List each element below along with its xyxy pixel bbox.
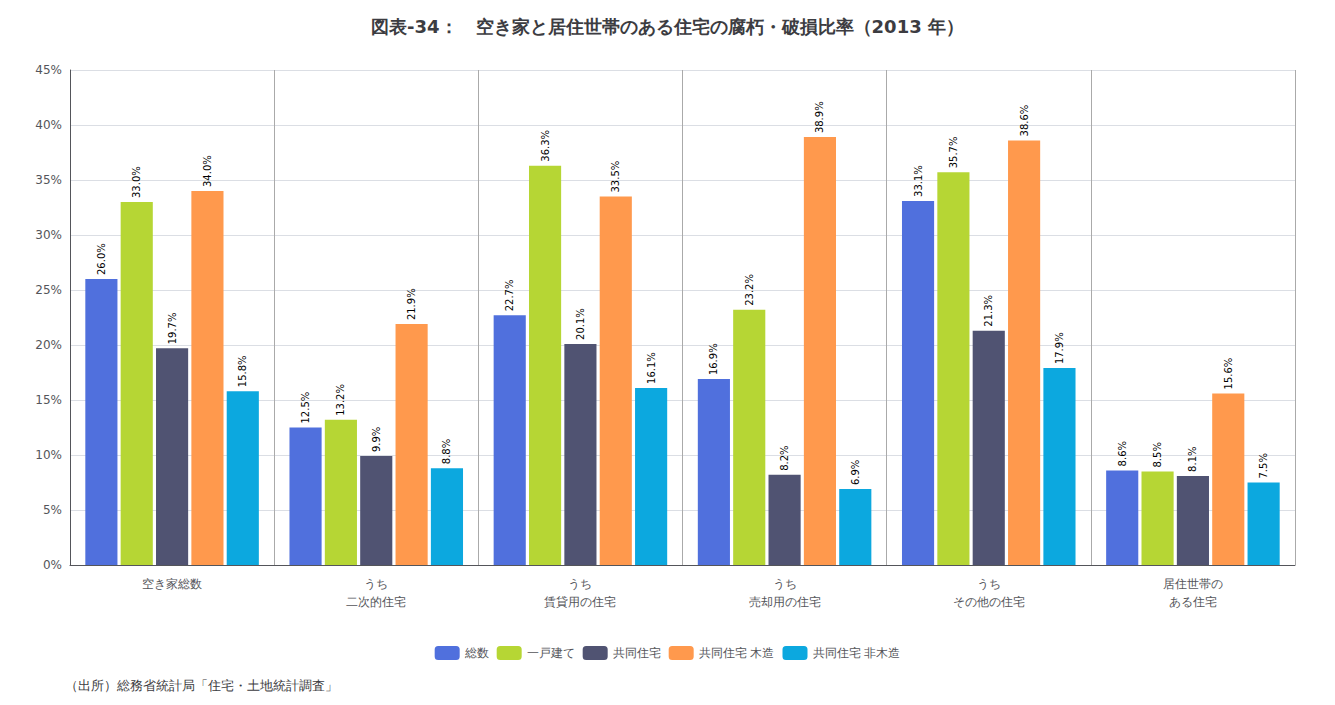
- svg-text:15.6%: 15.6%: [1223, 358, 1234, 390]
- svg-text:ある住宅: ある住宅: [1169, 595, 1217, 609]
- svg-text:10%: 10%: [35, 448, 62, 462]
- svg-text:総数: 総数: [464, 646, 489, 660]
- svg-text:16.9%: 16.9%: [708, 343, 719, 375]
- svg-text:26.0%: 26.0%: [96, 243, 107, 275]
- svg-text:二次的住宅: 二次的住宅: [346, 595, 406, 609]
- svg-text:33.0%: 33.0%: [131, 166, 142, 198]
- svg-text:うち: うち: [568, 577, 592, 591]
- svg-text:13.2%: 13.2%: [335, 384, 346, 416]
- svg-text:共同住宅 非木造: 共同住宅 非木造: [813, 646, 901, 660]
- svg-text:一戸建て: 一戸建て: [527, 646, 575, 660]
- svg-text:図表-34： 空き家と居住世帯のある住宅の腐朽・破損比率（2: 図表-34： 空き家と居住世帯のある住宅の腐朽・破損比率（2013 年）: [371, 16, 964, 37]
- svg-text:賃貸用の住宅: 賃貸用の住宅: [544, 595, 616, 609]
- svg-text:7.5%: 7.5%: [1258, 453, 1269, 478]
- svg-text:30%: 30%: [35, 228, 62, 242]
- svg-text:40%: 40%: [35, 118, 62, 132]
- svg-text:22.7%: 22.7%: [504, 280, 515, 312]
- svg-text:空き家総数: 空き家総数: [142, 577, 202, 591]
- svg-text:19.7%: 19.7%: [167, 313, 178, 345]
- svg-text:共同住宅: 共同住宅: [613, 646, 661, 660]
- svg-text:16.1%: 16.1%: [646, 352, 657, 384]
- svg-text:45%: 45%: [35, 63, 62, 77]
- svg-text:売却用の住宅: 売却用の住宅: [749, 595, 821, 609]
- svg-text:21.3%: 21.3%: [983, 295, 994, 327]
- svg-text:8.5%: 8.5%: [1152, 442, 1163, 467]
- svg-text:33.1%: 33.1%: [913, 165, 924, 197]
- svg-text:8.1%: 8.1%: [1187, 446, 1198, 471]
- svg-text:23.2%: 23.2%: [744, 274, 755, 306]
- svg-text:15.8%: 15.8%: [237, 355, 248, 387]
- svg-text:34.0%: 34.0%: [202, 155, 213, 187]
- svg-text:居住世帯の: 居住世帯の: [1163, 577, 1223, 591]
- svg-text:15%: 15%: [35, 393, 62, 407]
- svg-text:38.6%: 38.6%: [1019, 105, 1030, 137]
- svg-text:35%: 35%: [35, 173, 62, 187]
- svg-text:25%: 25%: [35, 283, 62, 297]
- svg-text:5%: 5%: [43, 503, 62, 517]
- svg-text:うち: うち: [773, 577, 797, 591]
- svg-text:36.3%: 36.3%: [540, 130, 551, 162]
- svg-text:0%: 0%: [43, 558, 62, 572]
- svg-text:うち: うち: [977, 577, 1001, 591]
- svg-text:33.5%: 33.5%: [610, 161, 621, 193]
- svg-text:20%: 20%: [35, 338, 62, 352]
- svg-text:12.5%: 12.5%: [300, 392, 311, 424]
- svg-text:17.9%: 17.9%: [1054, 332, 1065, 364]
- svg-text:うち: うち: [364, 577, 388, 591]
- svg-text:8.2%: 8.2%: [779, 445, 790, 470]
- svg-text:21.9%: 21.9%: [406, 288, 417, 320]
- svg-text:20.1%: 20.1%: [575, 308, 586, 340]
- svg-text:8.8%: 8.8%: [441, 439, 452, 464]
- svg-text:38.9%: 38.9%: [814, 101, 825, 133]
- svg-text:（出所）総務省統計局「住宅・土地統計調査」: （出所）総務省統計局「住宅・土地統計調査」: [65, 678, 338, 693]
- svg-text:6.9%: 6.9%: [850, 460, 861, 485]
- svg-text:35.7%: 35.7%: [948, 137, 959, 169]
- svg-text:9.9%: 9.9%: [371, 427, 382, 452]
- svg-text:その他の住宅: その他の住宅: [953, 595, 1025, 609]
- svg-text:8.6%: 8.6%: [1117, 441, 1128, 466]
- svg-text:共同住宅 木造: 共同住宅 木造: [699, 646, 775, 660]
